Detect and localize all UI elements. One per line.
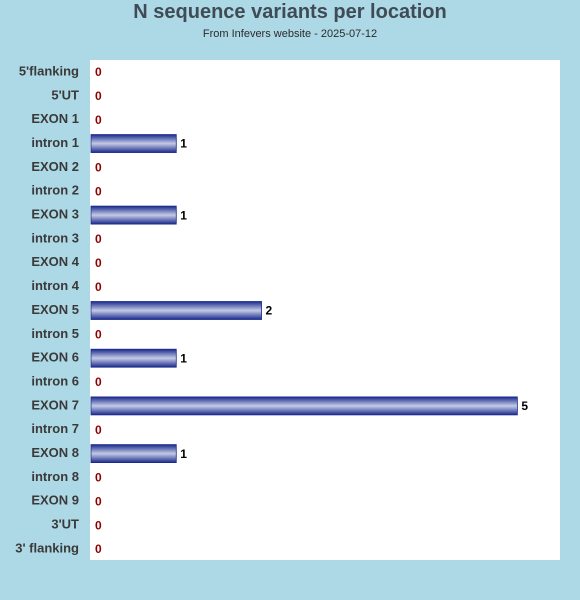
value-label: 0 <box>95 375 102 389</box>
value-label: 0 <box>95 184 102 198</box>
value-label: 0 <box>95 89 102 103</box>
bar <box>90 444 177 464</box>
category-label: EXON 2 <box>31 159 79 174</box>
category-label: intron 1 <box>31 135 79 150</box>
bar <box>90 301 262 320</box>
value-label: 0 <box>95 542 102 556</box>
category-label: 3'UT <box>51 517 79 532</box>
category-label: EXON 7 <box>31 397 79 412</box>
bar <box>90 348 177 368</box>
category-label: intron 8 <box>31 469 79 484</box>
category-label: intron 3 <box>31 230 79 245</box>
value-label: 0 <box>95 280 102 294</box>
bar <box>90 134 177 153</box>
category-label: 5'flanking <box>19 63 79 78</box>
category-label: EXON 1 <box>31 111 79 126</box>
category-label: EXON 6 <box>31 350 79 365</box>
category-label: EXON 5 <box>31 302 79 317</box>
value-label: 0 <box>95 232 102 246</box>
category-label: EXON 9 <box>31 493 79 508</box>
value-label: 0 <box>95 423 102 437</box>
category-label: EXON 8 <box>31 445 79 460</box>
category-label: intron 7 <box>31 421 79 436</box>
value-label: 0 <box>95 65 102 79</box>
value-label: 0 <box>95 494 102 508</box>
category-label: intron 6 <box>31 373 79 388</box>
value-label: 5 <box>521 399 528 413</box>
category-label: intron 2 <box>31 183 79 198</box>
value-label: 0 <box>95 328 102 342</box>
category-label: intron 5 <box>31 326 79 341</box>
value-label: 0 <box>95 161 102 175</box>
value-label: 0 <box>95 256 102 270</box>
category-label: intron 4 <box>31 278 79 293</box>
value-label: 1 <box>180 351 187 365</box>
chart-title: N sequence variants per location <box>133 1 447 23</box>
value-label: 1 <box>180 137 187 151</box>
bar <box>90 396 518 416</box>
value-label: 0 <box>95 113 102 127</box>
value-label: 0 <box>95 471 102 485</box>
category-label: EXON 3 <box>31 207 79 222</box>
category-label: 5'UT <box>51 87 79 102</box>
value-label: 2 <box>266 304 273 318</box>
category-label: 3' flanking <box>15 540 79 555</box>
value-label: 1 <box>180 447 187 461</box>
bar <box>90 205 177 225</box>
value-label: 0 <box>95 518 102 532</box>
chart-subtitle: From Infevers website - 2025-07-12 <box>202 28 378 40</box>
category-label: EXON 4 <box>31 254 79 269</box>
value-label: 1 <box>180 208 187 222</box>
